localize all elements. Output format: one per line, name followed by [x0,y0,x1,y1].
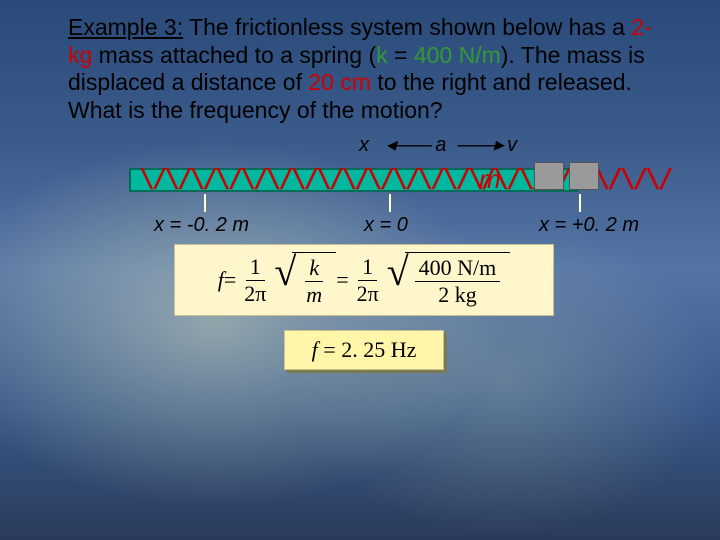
ghost-mass-1 [534,162,564,190]
text-2: mass attached to a spring ( [92,42,376,68]
a-symbol: a [435,134,446,156]
slide-content: Example 3: The frictionless system shown… [0,0,720,370]
m-den: m [302,282,326,308]
tick-mid [389,194,391,212]
frac-km: k m [302,255,326,308]
k-num: k [305,255,323,282]
formula-eq-2: = [336,267,348,293]
k-value: 400 N/m [414,42,501,68]
x-mid-label: x = 0 [364,214,408,237]
sqrt-1: √ k m [274,252,336,308]
mass-label: m [479,164,501,195]
question-text: What is the frequency of the motion? [68,97,443,123]
den-1: 2π [240,281,270,307]
frac-vals: 400 N/m 2 kg [415,255,501,308]
x-right-text: x = +0. 2 m [539,214,639,236]
problem-text: Example 3: The frictionless system shown… [68,14,660,124]
answer-eq: = [318,337,341,362]
right-arrow-icon: ——▸ [458,134,502,156]
k-var: k [376,42,388,68]
answer-value: 2. 25 Hz [341,337,416,362]
text-1: The frictionless system shown below has … [183,14,631,40]
tick-left [204,194,206,212]
x-right-label: x = +0. 2 m [539,214,639,237]
k-value-num: 400 N/m [415,255,501,282]
arrow-row: x ◂—— a ——▸ v [359,132,517,157]
left-arrow-icon: ◂—— [386,134,430,156]
eq-sign: = [388,42,414,68]
frac-2: 1 2π [353,254,383,307]
spring-mass-diagram: x ◂—— a ——▸ v \/\/\/\/\/\/\/\/\/\/\/\/\/… [129,128,599,238]
m-value-den: 2 kg [434,282,481,308]
ghost-mass-2 [569,162,599,190]
num-2: 1 [358,254,377,281]
x-left-text: x = -0. 2 m [154,214,249,236]
x-symbol: x [359,134,369,156]
x-left-label: x = -0. 2 m [154,214,249,237]
v-symbol: v [507,134,517,156]
formula-box: f = 1 2π √ k m = 1 2π √ 400 N/m [174,244,554,316]
frac-1: 1 2π [240,254,270,307]
answer-box: f = 2. 25 Hz [284,330,444,370]
formula-eq-1: = [224,267,236,293]
num-1: 1 [246,254,265,281]
text-4: to the right and released. [371,69,632,95]
sqrt-2: √ 400 N/m 2 kg [387,252,511,308]
den-2: 2π [353,281,383,307]
example-label: Example 3: [68,14,183,40]
displacement-value: 20 cm [308,69,371,95]
tick-right [579,194,581,212]
